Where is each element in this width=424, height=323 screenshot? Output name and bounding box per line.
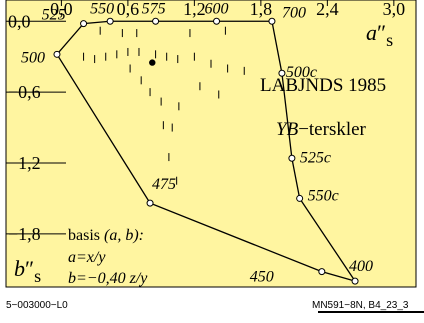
wavelength-label: 500 [21,49,45,66]
locus-point [146,199,154,207]
y-tick-label: −0,6 [8,82,41,102]
wavelength-label: 600 [205,0,229,17]
y-tick-label: −1,2 [8,153,41,173]
locus-point [213,17,221,25]
wavelength-label: 550 [90,0,114,17]
wavelength-label: 700 [282,4,306,21]
x-tick-label: 0,6 [117,0,140,19]
wavelength-label: 525c [300,149,331,166]
wavelength-label: 550c [308,187,339,204]
wavelength-label: 500c [286,64,317,81]
note-a-formula: a=x/y [68,249,106,266]
wavelength-label: 450 [250,269,274,286]
x-axis-label: a″s [366,20,393,50]
y-axis-label: b″s [14,256,41,286]
threshold-marks [83,26,245,185]
wavelength-label: 400 [349,258,373,275]
x-axis-ticks: 0,0 0,6 1,2 1,8 2,4 3,0 [50,0,405,19]
y-tick-label: −1,8 [8,224,41,244]
locus-point [53,50,61,58]
locus-point [106,17,114,25]
locus-point [318,268,326,276]
locus-point [351,277,359,285]
note-basis: basis (a, b): [68,227,144,244]
wavelength-label: 525 [42,7,66,24]
locus-point [152,17,160,25]
locus-point [296,194,304,202]
x-tick-label: 2,4 [316,0,339,19]
white-point-marker [149,59,156,66]
wavelength-label: 475 [152,176,176,193]
x-tick-label: 3,0 [383,0,406,19]
footer-left: 5−003000−L0 [6,300,68,311]
x-tick-label: 0,0 [50,0,73,19]
wavelength-label: 575 [142,0,166,17]
note-b-formula: b=−0,40 z/y [68,270,148,287]
locus-point [288,154,296,162]
locus-point [278,69,286,77]
y-tick-label: 0,0 [8,11,31,31]
chart-title: LABJNDS 1985 [260,75,386,96]
plot-background [5,0,417,288]
footer-right: MN591−8N, B4_23_3 [312,300,409,311]
y-axis-ticks: 0,0 −0,6 −1,2 −1,8 [6,11,66,244]
x-tick-label: 1,8 [250,0,273,19]
chart-subtitle: YB−terskler [276,119,367,140]
locus-point [268,17,276,25]
x-tick-label: 1,2 [183,0,206,19]
spectral-locus-points: 400 450 475 500 525 550 575 600 700 500c 525c 550c [21,0,373,285]
locus-point [80,20,88,28]
